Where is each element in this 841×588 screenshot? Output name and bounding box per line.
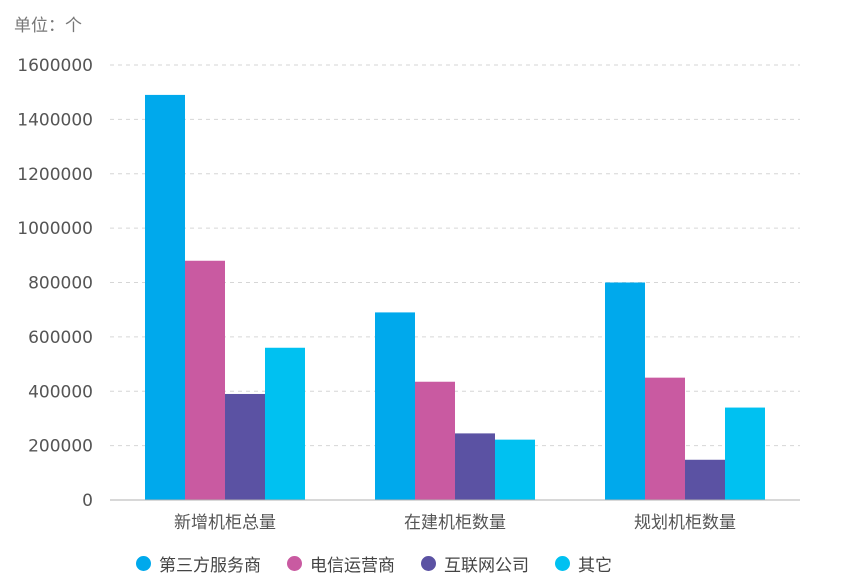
legend-label: 第三方服务商: [159, 556, 261, 576]
bar[interactable]: [645, 377, 685, 500]
y-tick-label: 1200000: [17, 165, 93, 185]
bar[interactable]: [415, 381, 455, 500]
bar[interactable]: [145, 94, 185, 500]
y-tick-label: 1000000: [17, 219, 93, 239]
legend-item[interactable]: 第三方服务商: [136, 551, 261, 576]
legend-item[interactable]: 其它: [555, 551, 612, 576]
legend-dot-icon: [287, 556, 302, 571]
y-tick-label: 800000: [28, 274, 93, 294]
legend-label: 其它: [578, 556, 612, 576]
legend-item[interactable]: 互联网公司: [421, 551, 529, 576]
y-tick-label: 1400000: [17, 110, 93, 130]
y-tick-label: 600000: [28, 328, 93, 348]
y-tick-label: 1600000: [17, 56, 93, 76]
bar[interactable]: [725, 407, 765, 500]
legend-label: 电信运营商: [310, 556, 395, 576]
y-tick-label: 400000: [28, 382, 93, 402]
y-tick-label: 0: [82, 491, 93, 511]
bar[interactable]: [225, 393, 265, 500]
legend-dot-icon: [555, 556, 570, 571]
bar[interactable]: [185, 260, 225, 500]
legend: 第三方服务商 电信运营商 互联网公司 其它: [136, 551, 612, 576]
x-category-label: 在建机柜数量: [404, 513, 506, 533]
x-category-label: 规划机柜数量: [634, 513, 736, 533]
legend-item[interactable]: 电信运营商: [287, 551, 395, 576]
x-axis-categories: 新增机柜总量 在建机柜数量 规划机柜数量: [174, 513, 736, 533]
bars: [145, 94, 765, 501]
bar[interactable]: [375, 312, 415, 500]
bar[interactable]: [605, 282, 645, 501]
bar[interactable]: [685, 459, 725, 500]
unit-label: 单位：个: [14, 16, 82, 36]
legend-dot-icon: [136, 556, 151, 571]
y-tick-label: 200000: [28, 437, 93, 457]
bar[interactable]: [455, 433, 495, 500]
y-axis-ticks: 0 200000 400000 600000 800000 1000000 1200000 1…: [17, 56, 93, 511]
bar[interactable]: [265, 347, 305, 500]
bar[interactable]: [495, 439, 535, 500]
legend-dot-icon: [421, 556, 436, 571]
legend-label: 互联网公司: [444, 556, 529, 576]
x-category-label: 新增机柜总量: [174, 513, 276, 533]
